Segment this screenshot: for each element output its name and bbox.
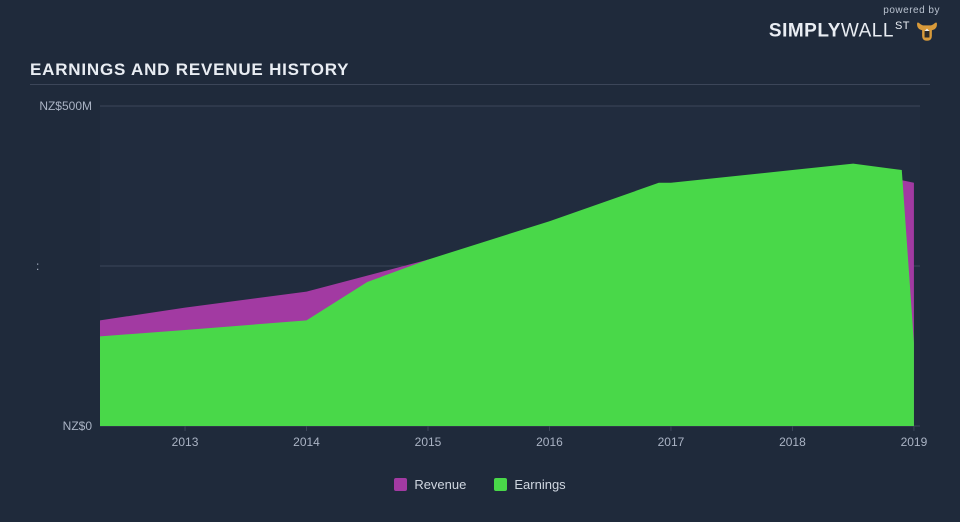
area-chart: NZ$0 NZ$500M: 2013 2014 2015 2016 2017 2018 2019 [30,96,930,462]
svg-text:2017: 2017 [658,435,685,449]
svg-text:2016: 2016 [536,435,563,449]
legend-label: Revenue [414,477,466,492]
legend-label: Earnings [514,477,565,492]
svg-text:NZ$0: NZ$0 [63,419,93,433]
svg-text::: : [36,259,39,273]
branding-block: powered by SIMPLYWALLST [769,6,940,44]
svg-text:NZ$500M: NZ$500M [39,99,92,113]
chart-legend: Revenue Earnings [0,477,960,492]
legend-item: Earnings [494,477,565,492]
chart-title: EARNINGS AND REVENUE HISTORY [30,60,349,80]
svg-text:2013: 2013 [172,435,199,449]
svg-text:2014: 2014 [293,435,320,449]
svg-text:2018: 2018 [779,435,806,449]
title-rule [30,84,930,85]
legend-swatch [394,478,407,491]
powered-by-label: powered by [769,6,940,16]
svg-text:2019: 2019 [901,435,928,449]
brand-wordmark: SIMPLYWALLST [769,18,940,44]
bull-icon [914,18,940,44]
legend-item: Revenue [394,477,466,492]
svg-text:2015: 2015 [415,435,442,449]
legend-swatch [494,478,507,491]
